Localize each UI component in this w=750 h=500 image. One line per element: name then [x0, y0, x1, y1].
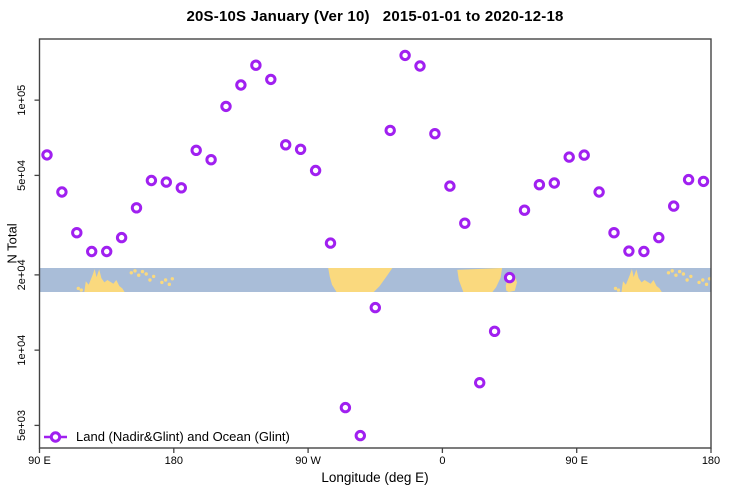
- chart-title: 20S-10S January (Ver 10) 2015-01-01 to 2…: [186, 8, 564, 25]
- data-point: [563, 151, 575, 163]
- data-point: [503, 271, 516, 284]
- y-tick-label: 5e+03: [16, 410, 28, 441]
- data-point: [280, 139, 292, 151]
- data-point: [488, 325, 501, 337]
- data-point: [578, 149, 590, 161]
- data-point: [145, 174, 158, 187]
- y-tick-label: 1e+04: [16, 335, 28, 366]
- map-land-island: [666, 271, 671, 275]
- map-land-island: [685, 278, 689, 282]
- map-land-australia-timor-newguinea: [621, 269, 662, 292]
- map-land-island: [144, 272, 148, 276]
- data-point: [265, 73, 277, 86]
- map-land-island: [613, 286, 618, 291]
- data-point: [205, 154, 217, 166]
- map-land-island: [133, 269, 137, 273]
- data-point: [354, 429, 366, 442]
- data-point: [86, 245, 98, 258]
- data-point: [190, 144, 202, 157]
- data-point: [623, 245, 635, 257]
- map-land-island: [151, 274, 156, 279]
- data-point: [41, 149, 53, 161]
- data-point: [175, 182, 188, 194]
- map-land-south-america: [328, 268, 393, 292]
- x-tick-label: 180: [702, 455, 720, 467]
- data-point: [101, 245, 113, 258]
- x-tick-label: 180: [165, 455, 183, 467]
- data-point: [474, 377, 486, 389]
- map-land-island: [148, 278, 152, 282]
- map-land-island: [140, 269, 145, 274]
- data-point: [638, 245, 650, 258]
- x-tick-label: 90 E: [28, 455, 51, 467]
- map-land-island: [137, 273, 141, 277]
- map-land-island: [674, 273, 678, 277]
- map-land-island: [170, 277, 175, 281]
- x-tick-label: 90 W: [295, 455, 321, 467]
- data-point: [414, 60, 426, 72]
- map-land-island: [689, 274, 693, 279]
- map-land-island: [616, 288, 621, 292]
- x-tick-label: 0: [439, 455, 445, 467]
- map-land-island: [76, 286, 80, 291]
- map-land-island: [129, 271, 133, 275]
- data-point: [160, 176, 173, 188]
- legend-label: Land (Nadir&Glint) and Ocean (Glint): [76, 429, 290, 444]
- map-land-island: [670, 269, 674, 273]
- data-point: [115, 231, 128, 244]
- data-point: [682, 173, 695, 186]
- data-point: [384, 124, 396, 137]
- map-land-island: [701, 278, 705, 282]
- x-tick-label: 90 E: [565, 455, 588, 467]
- data-point: [235, 79, 247, 91]
- map-land-island: [697, 280, 701, 285]
- data-point: [250, 59, 262, 71]
- y-tick-label: 5e+04: [16, 160, 28, 191]
- map-land-africa: [457, 268, 503, 292]
- data-point: [324, 237, 337, 249]
- data-point: [309, 164, 322, 177]
- data-point: [339, 401, 352, 414]
- data-point: [56, 186, 68, 198]
- data-point: [697, 175, 710, 188]
- data-point: [220, 100, 232, 113]
- x-axis-title: Longitude (deg E): [321, 470, 429, 485]
- map-land-island: [79, 288, 83, 292]
- data-point: [593, 186, 605, 198]
- data-point: [399, 49, 411, 62]
- data-point: [668, 200, 680, 212]
- data-point: [71, 227, 83, 239]
- y-tick-label: 2e+04: [16, 259, 28, 290]
- map-land-island: [704, 282, 709, 287]
- data-point: [444, 180, 456, 192]
- plot-border: [38, 38, 712, 449]
- map-land-australia-timor-newguinea: [84, 269, 125, 292]
- map-land-island: [677, 269, 682, 274]
- data-point: [548, 177, 560, 189]
- data-point: [459, 217, 471, 229]
- y-axis-title: N Total: [4, 223, 20, 264]
- y-tick-label: 1e+05: [16, 85, 28, 116]
- data-point: [369, 301, 381, 314]
- data-point: [533, 179, 546, 191]
- data-point: [429, 128, 441, 140]
- data-point: [608, 227, 620, 239]
- data-point: [518, 204, 531, 216]
- map-land-island: [681, 272, 686, 276]
- map-land-island: [167, 282, 172, 287]
- data-point: [653, 231, 665, 244]
- legend-marker: [49, 431, 62, 443]
- map-land-island: [160, 280, 164, 285]
- data-point: [130, 202, 143, 214]
- map-land-island: [163, 278, 168, 282]
- data-point: [294, 143, 307, 156]
